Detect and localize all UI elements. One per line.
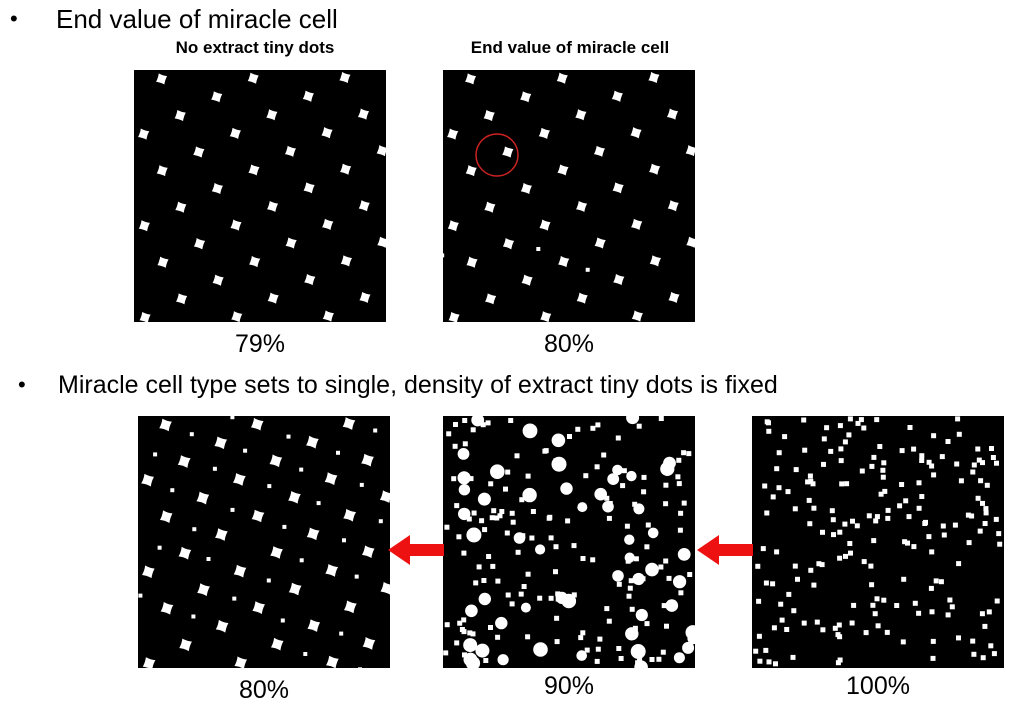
- arrow-left-icon: [697, 535, 753, 565]
- halftone-panel-80-bottom: [138, 416, 390, 668]
- highlight-circle: [475, 133, 519, 177]
- halftone-pattern: [752, 416, 1004, 668]
- heading-end-value: End value of miracle cell: [56, 4, 338, 34]
- halftone-panel-100: [752, 416, 1004, 668]
- caption-no-extract: No extract tiny dots: [175, 38, 335, 57]
- percent-90: 90%: [543, 672, 595, 700]
- halftone-panel-79: [134, 70, 386, 322]
- percent-80-top: 80%: [543, 330, 595, 358]
- percent-79: 79%: [234, 330, 286, 358]
- halftone-pattern: [138, 416, 390, 668]
- arrow-left-icon: [388, 535, 444, 565]
- halftone-pattern: [134, 70, 386, 322]
- halftone-pattern: [443, 70, 695, 322]
- halftone-panel-90: [443, 416, 695, 668]
- caption-end-value: End value of miracle cell: [470, 38, 670, 57]
- bullet-marker: •: [10, 6, 18, 31]
- percent-80-bottom: 80%: [238, 676, 290, 704]
- heading-miracle-type: Miracle cell type sets to single, densit…: [58, 371, 778, 399]
- bullet-marker: •: [18, 372, 26, 397]
- halftone-pattern: [443, 416, 695, 668]
- halftone-panel-80-top: [443, 70, 695, 322]
- percent-100: 100%: [846, 672, 910, 700]
